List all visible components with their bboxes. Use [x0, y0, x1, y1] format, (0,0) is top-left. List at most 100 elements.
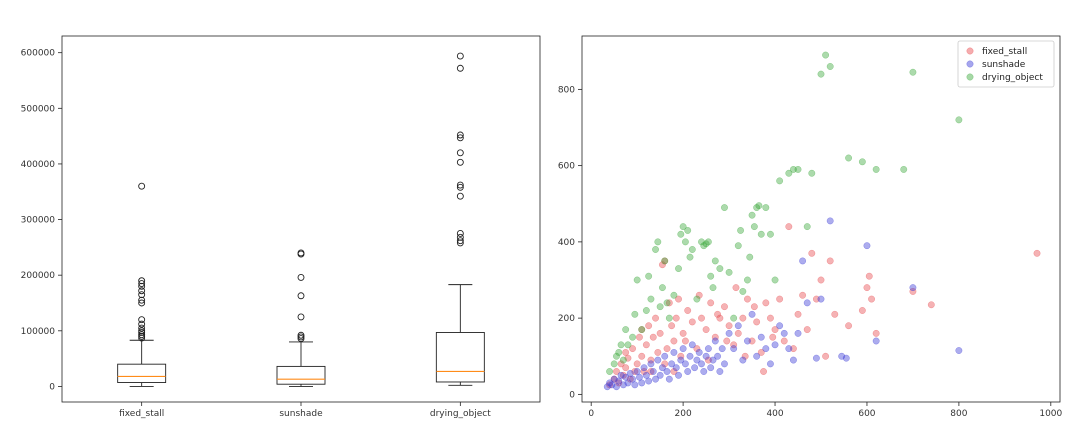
scatter-point-sunshade: [654, 356, 662, 364]
boxplot-marks: [117, 52, 485, 387]
box-outlier-point: [456, 149, 464, 157]
scatter-point-sunshade: [734, 322, 742, 330]
scatter-point-sunshade: [663, 368, 671, 375]
scatter-marks: [603, 51, 1041, 391]
scatter-point-drying_object: [955, 116, 963, 124]
scatter-point-sunshade: [803, 299, 811, 307]
box-outlier-point: [456, 64, 464, 72]
scatter-point-sunshade: [702, 352, 710, 360]
scatter-point-fixed_stall: [636, 333, 643, 341]
scatter-point-fixed_stall: [730, 341, 738, 349]
scatter-x-axis: 0 200 400 600 800 1000: [588, 402, 1063, 419]
legend-marker-sunshade: [966, 60, 974, 68]
box-outlier-point: [138, 320, 146, 328]
scatter-point-drying_object: [794, 165, 802, 173]
boxplot-y-tick-label: 400000: [21, 160, 56, 170]
scatter-point-drying_object: [613, 352, 620, 360]
scatter-point-fixed_stall: [647, 368, 655, 375]
scatter-point-sunshade: [753, 352, 761, 360]
scatter-point-fixed_stall: [622, 364, 630, 372]
boxplot-y-tick-label: 200000: [21, 271, 56, 281]
box-sunshade: [276, 249, 326, 387]
scatter-point-fixed_stall: [723, 337, 731, 345]
scatter-point-fixed_stall: [794, 310, 802, 318]
scatter-x-tick-label: 200: [675, 409, 692, 419]
box-outlier-point: [456, 131, 464, 139]
boxplot-y-axis: 0 100000 200000 300000 400000 500000 600000: [21, 49, 62, 392]
scatter-point-fixed_stall: [734, 329, 742, 337]
scatter-point-sunshade: [714, 352, 722, 360]
scatter-point-drying_object: [693, 295, 701, 303]
legend-label-fixed_stall: fixed_stall: [982, 47, 1027, 57]
scatter-point-drying_object: [622, 326, 630, 334]
scatter-point-fixed_stall: [744, 295, 751, 303]
scatter-point-fixed_stall: [799, 291, 807, 299]
scatter-point-drying_object: [739, 287, 747, 295]
scatter-point-sunshade: [817, 295, 825, 303]
box-outlier-point: [297, 249, 305, 257]
scatter-point-fixed_stall: [688, 318, 696, 326]
scatter-point-sunshade: [647, 360, 655, 368]
scatter-x-tick-label: 0: [588, 409, 594, 419]
scatter-point-fixed_stall: [684, 307, 692, 314]
scatter-point-sunshade: [668, 360, 676, 368]
scatter-point-sunshade: [789, 356, 797, 364]
scatter-point-sunshade: [649, 368, 657, 375]
scatter-point-fixed_stall: [658, 261, 666, 269]
scatter-point-fixed_stall: [622, 348, 630, 356]
scatter-point-sunshade: [794, 329, 802, 337]
boxplot-y-tick-label: 100000: [21, 327, 56, 337]
scatter-point-fixed_stall: [769, 333, 777, 341]
scatter-point-sunshade: [645, 377, 653, 385]
scatter-point-drying_object: [721, 204, 728, 212]
scatter-point-drying_object: [656, 303, 664, 311]
box-outlier-point: [456, 134, 464, 142]
scatter-point-drying_object: [858, 158, 866, 166]
scatter-point-drying_object: [762, 204, 770, 212]
scatter-point-drying_object: [619, 356, 627, 364]
scatter-point-drying_object: [665, 314, 673, 322]
boxplot-y-tick-label: 300000: [21, 216, 56, 226]
scatter-point-drying_object: [803, 223, 811, 231]
scatter-point-fixed_stall: [649, 333, 657, 341]
box-drying_object: [435, 52, 485, 386]
scatter-legend: fixed_stall sunshade drying_object: [957, 40, 1055, 88]
scatter-point-drying_object: [654, 238, 662, 246]
scatter-point-fixed_stall: [619, 371, 627, 379]
scatter-point-sunshade: [652, 375, 659, 383]
box-outlier-point: [456, 181, 464, 189]
scatter-point-drying_object: [808, 169, 816, 177]
scatter-point-sunshade: [721, 360, 728, 368]
scatter-y-tick-label: 800: [558, 85, 575, 95]
scatter-point-drying_object: [709, 284, 717, 292]
scatter-point-fixed_stall: [760, 368, 767, 375]
box-outlier-point: [138, 291, 146, 299]
scatter-point-fixed_stall: [766, 314, 774, 322]
scatter-point-sunshade: [681, 360, 689, 368]
legend-marker-fixed_stall: [966, 47, 974, 55]
scatter-point-sunshade: [677, 356, 685, 364]
scatter-point-sunshade: [716, 368, 724, 375]
scatter-point-sunshade: [707, 364, 715, 372]
scatter-point-drying_object: [688, 246, 696, 253]
scatter-point-sunshade: [748, 310, 756, 318]
boxplot-y-tick-label: 600000: [21, 49, 56, 59]
legend-label-sunshade: sunshade: [982, 60, 1026, 70]
scatter-point-drying_object: [704, 238, 712, 246]
scatter-point-fixed_stall: [633, 360, 641, 368]
scatter-point-sunshade: [757, 333, 765, 341]
scatter-point-drying_object: [631, 310, 639, 318]
scatter-point-drying_object: [753, 204, 761, 212]
scatter-point-sunshade: [718, 345, 726, 353]
scatter-point-fixed_stall: [693, 345, 701, 353]
scatter-point-drying_object: [817, 70, 825, 78]
scatter-point-fixed_stall: [698, 314, 705, 322]
scatter-panel: 0 200 400 600 800 0 200 400 600 800 1000 fixed_st…: [558, 35, 1063, 419]
boxplot-panel: 0 100000 200000 300000 400000 500000 600000 fi…: [21, 35, 541, 419]
scatter-point-fixed_stall: [670, 368, 678, 375]
scatter-point-drying_object: [909, 68, 917, 76]
scatter-point-sunshade: [776, 322, 784, 330]
scatter-point-drying_object: [658, 284, 666, 292]
scatter-point-fixed_stall: [721, 303, 728, 311]
